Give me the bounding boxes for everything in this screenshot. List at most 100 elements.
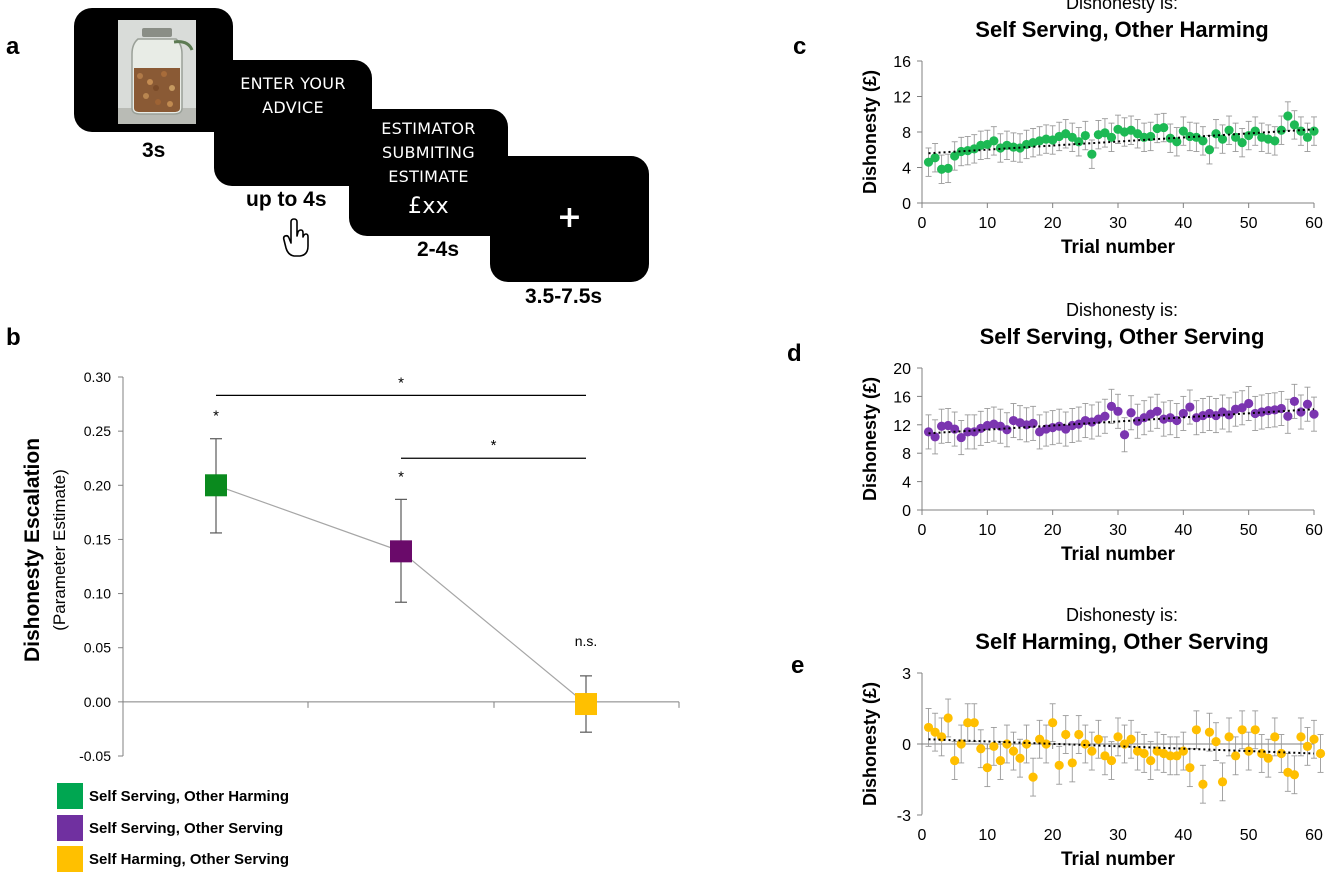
data-point — [1126, 408, 1136, 418]
data-point — [1296, 732, 1306, 742]
legend-swatch-green — [57, 783, 83, 809]
y-tick-label: 8 — [902, 446, 911, 463]
data-point — [1283, 111, 1293, 121]
data-point — [1237, 138, 1247, 148]
data-point — [930, 727, 940, 737]
panel-label-e: e — [791, 652, 805, 679]
data-point — [1309, 126, 1319, 136]
coin-jar-image — [118, 20, 196, 124]
data-point — [1028, 418, 1038, 428]
comparison-label: * — [398, 374, 404, 391]
data-point — [1289, 396, 1299, 406]
data-point — [1315, 748, 1326, 759]
screen-text-line: ESTIMATOR — [381, 119, 476, 138]
data-point — [1309, 409, 1319, 419]
y-tick-label: 16 — [893, 389, 911, 406]
y-tick-label: 0.00 — [84, 694, 111, 710]
y-tick-label: 0.30 — [84, 369, 111, 385]
screen-text-line: ENTER YOUR — [240, 74, 346, 93]
x-tick-label: 10 — [978, 215, 996, 232]
data-point — [1289, 770, 1299, 780]
data-point — [1087, 746, 1097, 756]
data-point — [956, 432, 966, 443]
y-tick-label: 0 — [902, 196, 911, 213]
data-point — [1296, 126, 1306, 136]
data-point — [1250, 126, 1260, 136]
y-tick-label: 0.25 — [84, 423, 111, 439]
data-point — [1074, 137, 1084, 147]
data-point — [1178, 126, 1188, 136]
data-point — [1041, 739, 1051, 749]
significance-label: * — [213, 408, 219, 425]
x-tick-label: 30 — [1109, 215, 1127, 232]
scatter-chart-c: Dishonesty is: Self Serving, Other Harmin… — [860, 0, 1323, 258]
data-point — [1211, 737, 1221, 747]
trend-line — [928, 408, 1315, 435]
chart-subtitle: Dishonesty is: — [1066, 0, 1178, 13]
data-point — [1113, 732, 1123, 742]
data-marker — [575, 693, 597, 716]
y-axis-label-sub: (Parameter Estimate) — [50, 469, 69, 631]
y-tick-label: 4 — [902, 475, 911, 492]
legend-label: Self Serving, Other Serving — [89, 819, 284, 837]
data-point — [995, 755, 1005, 766]
scatter-chart-e: Dishonesty is: Self Harming, Other Servin… — [860, 605, 1326, 870]
y-tick-label: 8 — [902, 125, 911, 142]
data-point — [1106, 755, 1117, 766]
data-point — [1146, 755, 1156, 766]
data-point — [1172, 137, 1182, 147]
data-point — [1015, 753, 1025, 763]
data-point — [1191, 725, 1201, 735]
task-screen-estimator: ESTIMATOR SUBMITING ESTIMATE £xx — [349, 109, 508, 236]
y-tick-label: 20 — [893, 361, 911, 378]
data-point — [1237, 725, 1247, 735]
data-point — [1244, 130, 1254, 141]
data-point — [1159, 122, 1169, 133]
scatter-chart-d: Dishonesty is: Self Serving, Other Servin… — [860, 300, 1323, 565]
data-point — [1113, 406, 1123, 416]
y-tick-label: -0.05 — [79, 748, 111, 764]
y-tick-label: 4 — [902, 161, 911, 178]
significance-label: * — [398, 468, 404, 485]
data-point — [1126, 734, 1136, 744]
y-tick-label: 12 — [893, 418, 911, 435]
y-axis-label: Dishonesty (£) — [860, 682, 880, 806]
screen-text-line: SUBMITING — [382, 143, 475, 162]
x-tick-label: 50 — [1240, 215, 1258, 232]
data-point — [1217, 134, 1228, 144]
data-point — [1106, 132, 1117, 142]
screen-text-line: ESTIMATE — [388, 167, 469, 186]
data-point — [1302, 132, 1313, 142]
data-point — [1302, 399, 1313, 409]
chart-subtitle: Dishonesty is: — [1066, 605, 1178, 625]
x-tick-label: 20 — [1044, 522, 1062, 539]
data-point — [963, 427, 973, 437]
legend-item-ssoh: Self Serving, Other Harming — [57, 783, 289, 809]
hand-pointer-icon — [282, 218, 309, 257]
trend-line — [928, 738, 1315, 755]
x-tick-label: 40 — [1174, 827, 1192, 844]
y-tick-label: 0 — [902, 503, 911, 520]
data-point — [969, 718, 979, 728]
chart-title: Self Harming, Other Serving — [975, 629, 1268, 654]
data-point — [1302, 741, 1313, 751]
data-point — [1008, 746, 1019, 756]
screen-text-line: ADVICE — [262, 98, 324, 117]
timing-label-2: up to 4s — [246, 188, 327, 211]
legend-label: Self Serving, Other Harming — [89, 787, 290, 805]
data-point — [1263, 753, 1273, 763]
y-tick-label: 12 — [893, 90, 911, 107]
data-point — [1270, 732, 1280, 742]
data-point — [1087, 149, 1097, 159]
x-tick-label: 60 — [1305, 215, 1323, 232]
data-point — [1198, 136, 1208, 146]
data-point — [1289, 120, 1299, 130]
data-point — [923, 157, 934, 167]
timing-label-1: 3s — [142, 139, 166, 162]
task-screen-jar — [74, 8, 233, 132]
data-point — [1165, 751, 1175, 761]
significance-label: n.s. — [575, 633, 598, 649]
x-tick-label: 20 — [1044, 827, 1062, 844]
data-point — [1100, 751, 1110, 761]
y-tick-label: 0.05 — [84, 640, 111, 656]
